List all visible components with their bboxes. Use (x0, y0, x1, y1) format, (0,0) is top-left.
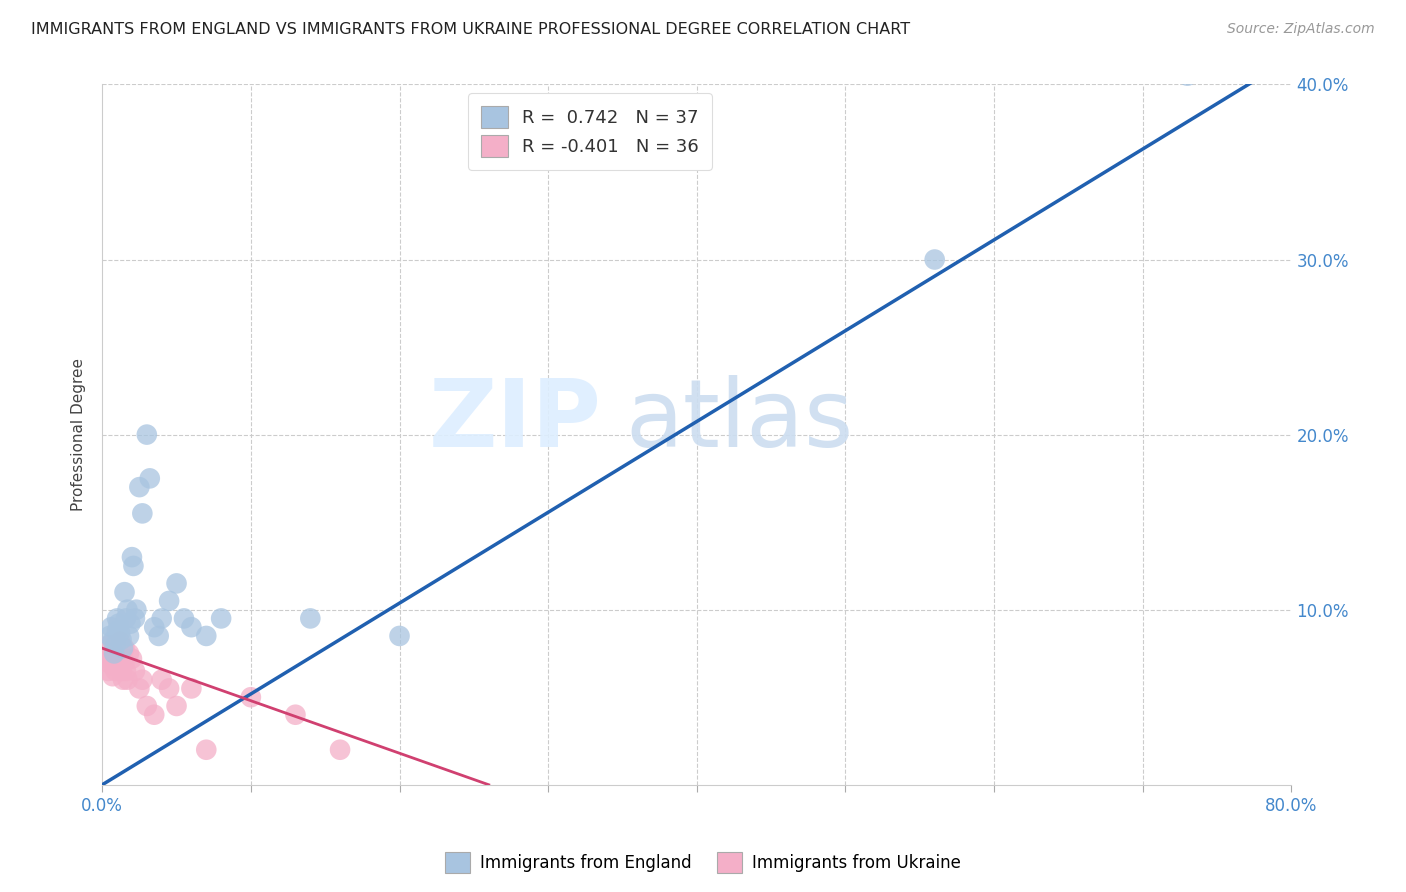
Point (180, 681, 202, 696)
Point (103, 655, 125, 669)
Point (111, 641, 134, 656)
Point (284, 707, 307, 722)
Point (239, 690, 262, 705)
Point (157, 594, 180, 608)
Point (121, 651, 143, 665)
Point (101, 658, 124, 673)
Point (135, 427, 157, 442)
Y-axis label: Professional Degree: Professional Degree (72, 358, 86, 511)
Point (114, 641, 136, 656)
Point (104, 638, 127, 652)
Point (114, 585, 136, 599)
Text: atlas: atlas (626, 375, 853, 467)
Text: IMMIGRANTS FROM ENGLAND VS IMMIGRANTS FROM UKRAINE PROFESSIONAL DEGREE CORRELATI: IMMIGRANTS FROM ENGLAND VS IMMIGRANTS FR… (31, 22, 910, 37)
Point (122, 558, 145, 573)
Point (166, 576, 188, 591)
Point (299, 611, 322, 625)
Point (128, 681, 150, 696)
Point (98, 629, 121, 643)
Point (114, 655, 136, 669)
Text: ZIP: ZIP (429, 375, 602, 467)
Point (103, 647, 125, 661)
Point (108, 655, 131, 669)
Point (98, 651, 121, 665)
Point (97, 664, 120, 678)
Point (105, 651, 128, 665)
Point (388, 629, 411, 643)
Point (135, 698, 157, 713)
Point (195, 743, 218, 757)
Legend: Immigrants from England, Immigrants from Ukraine: Immigrants from England, Immigrants from… (439, 846, 967, 880)
Point (111, 673, 134, 687)
Point (105, 611, 128, 625)
Point (131, 673, 153, 687)
Point (108, 625, 131, 640)
Point (118, 629, 141, 643)
Point (329, 743, 352, 757)
Point (1177, 69, 1199, 83)
Point (120, 616, 142, 631)
Point (101, 669, 124, 683)
Point (117, 673, 139, 687)
Point (157, 681, 180, 696)
Point (131, 507, 153, 521)
Point (924, 252, 946, 267)
Point (103, 641, 125, 656)
Point (100, 647, 122, 661)
Point (121, 550, 143, 565)
Point (166, 698, 188, 713)
Point (195, 629, 218, 643)
Point (143, 707, 166, 722)
Point (124, 611, 146, 625)
Point (105, 624, 128, 638)
Point (173, 611, 195, 625)
Point (209, 611, 232, 625)
Point (107, 647, 129, 661)
Point (98, 638, 121, 652)
Point (110, 632, 132, 647)
Point (107, 616, 129, 631)
Point (150, 611, 173, 625)
Point (100, 620, 122, 634)
Text: Source: ZipAtlas.com: Source: ZipAtlas.com (1227, 22, 1375, 37)
Point (180, 620, 202, 634)
Point (118, 647, 141, 661)
Point (124, 664, 146, 678)
Point (125, 602, 148, 616)
Point (101, 634, 124, 648)
Point (143, 620, 166, 634)
Point (128, 480, 150, 494)
Point (96, 655, 118, 669)
Point (110, 664, 132, 678)
Point (104, 664, 127, 678)
Point (108, 634, 131, 648)
Point (115, 664, 138, 678)
Point (139, 471, 162, 485)
Point (117, 602, 139, 616)
Point (148, 629, 170, 643)
Point (115, 611, 138, 625)
Legend: R =  0.742   N = 37, R = -0.401   N = 36: R = 0.742 N = 37, R = -0.401 N = 36 (468, 94, 711, 170)
Point (150, 673, 173, 687)
Point (105, 638, 128, 652)
